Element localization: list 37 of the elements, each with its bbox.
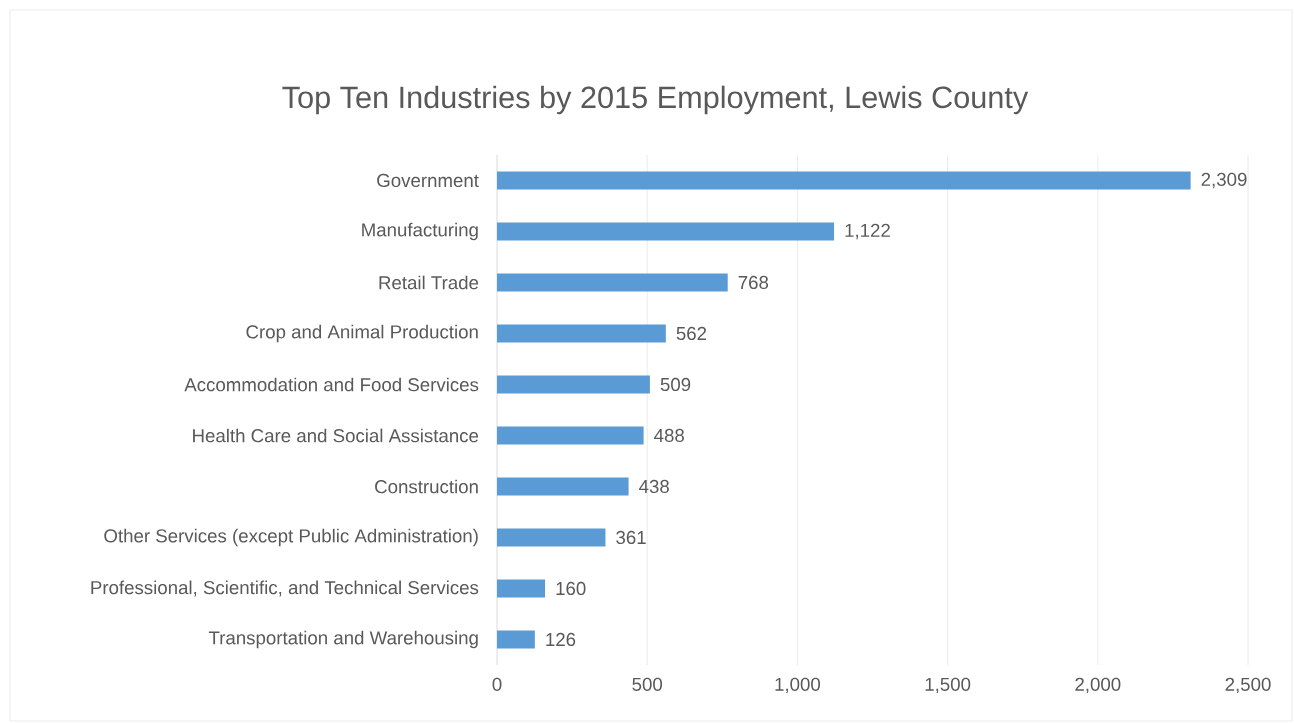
data-label: 768 <box>738 275 769 290</box>
y-tick-label: Professional, Scientific, and Technical Services <box>91 580 479 597</box>
data-label: 488 <box>654 428 684 443</box>
y-tick-label: Government <box>377 173 479 188</box>
y-tick-label: Transportation and Warehousing <box>208 630 478 649</box>
bar <box>497 426 644 445</box>
data-label: 1,122 <box>845 223 890 240</box>
y-tick-label: Manufacturing <box>362 222 478 241</box>
x-tick-label: 2,000 <box>1075 677 1121 694</box>
data-label: 361 <box>616 530 646 545</box>
data-label: 438 <box>639 479 669 494</box>
y-tick-label: Accommodation and Food Services <box>184 377 479 392</box>
x-tick-label: 1,500 <box>925 677 971 694</box>
bar <box>497 375 650 394</box>
bar <box>497 630 535 649</box>
y-tick-label: Construction <box>375 479 478 494</box>
y-tick-label: Health Care and Social Assistance <box>193 428 479 443</box>
x-tick-label: 2,500 <box>1225 677 1271 694</box>
bar <box>497 324 666 343</box>
bar <box>497 222 835 241</box>
data-label: 160 <box>556 581 586 596</box>
data-label: 2,309 <box>1201 172 1247 189</box>
y-tick-label: Crop and Animal Production <box>246 324 478 343</box>
y-tick-label: Other Services (except Public Administration) <box>104 528 478 547</box>
bar <box>497 528 606 547</box>
bar <box>497 477 629 496</box>
bar <box>497 579 546 598</box>
x-tick-label: 1,000 <box>775 677 821 694</box>
y-tick-label: Retail Trade <box>379 275 479 290</box>
data-label: 509 <box>660 377 691 392</box>
data-label: 562 <box>676 326 707 341</box>
data-label: 126 <box>546 632 576 647</box>
x-tick-label: 500 <box>632 677 663 691</box>
chart-title: Top Ten Industries by 2015 Employment, Lewis County <box>282 85 1029 115</box>
x-tick-label: 0 <box>492 677 502 691</box>
bar <box>497 273 728 292</box>
bar <box>497 171 1191 190</box>
